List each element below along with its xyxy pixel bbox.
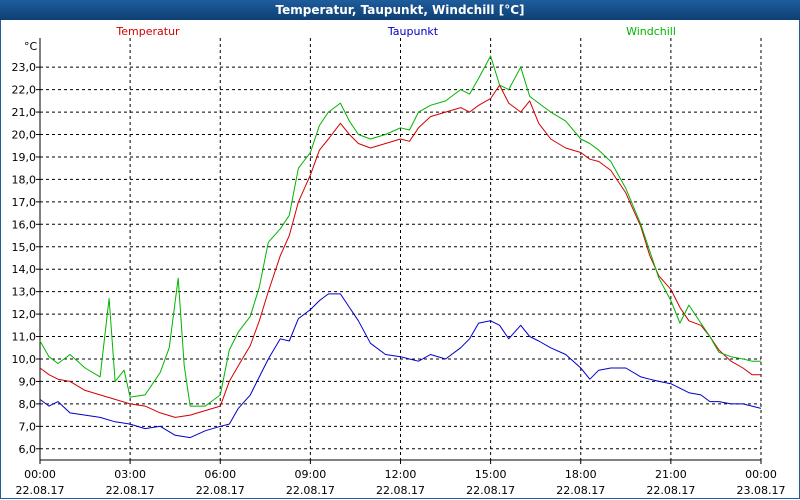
- y-tick-label: 20,0: [12, 129, 37, 142]
- x-tick-date-label: 22.08.17: [466, 484, 515, 497]
- y-tick-label: 17,0: [12, 196, 37, 209]
- y-tick-label: 15,0: [12, 241, 37, 254]
- legend-windchill: Windchill: [626, 25, 676, 38]
- series-line-taupunkt: [39, 293, 762, 439]
- x-tick-time-label: 06:00: [204, 468, 236, 481]
- x-tick-date-label: 22.08.17: [286, 484, 335, 497]
- x-tick-date-label: 22.08.17: [106, 484, 155, 497]
- y-tick-label: 23,0: [12, 61, 37, 74]
- y-tick-label: 6,0: [19, 443, 37, 456]
- y-tick-label: 10,0: [12, 353, 37, 366]
- x-tick-time-label: 00:00: [745, 468, 777, 481]
- x-tick-date-label: 22.08.17: [16, 484, 65, 497]
- x-tick-date-label: 22.08.17: [196, 484, 245, 497]
- x-tick-time-label: 12:00: [385, 468, 417, 481]
- y-axis-label: °C: [24, 40, 38, 53]
- x-tick-date-label: 22.08.17: [646, 484, 695, 497]
- x-tick-time-label: 09:00: [295, 468, 327, 481]
- x-tick-time-label: 00:00: [24, 468, 56, 481]
- y-tick-label: 19,0: [12, 151, 37, 164]
- y-tick-label: 9,0: [19, 375, 37, 388]
- y-tick-label: 16,0: [12, 218, 37, 231]
- series-line-windchill: [39, 55, 761, 407]
- x-tick-time-label: 18:00: [565, 468, 597, 481]
- legend-taupunkt: Taupunkt: [387, 25, 439, 38]
- x-tick-time-label: 03:00: [114, 468, 146, 481]
- y-tick-label: 12,0: [12, 308, 37, 321]
- x-tick-time-label: 21:00: [655, 468, 687, 481]
- y-tick-label: 22,0: [12, 84, 37, 97]
- x-tick-date-label: 23.08.17: [737, 484, 786, 497]
- x-tick-date-label: 22.08.17: [376, 484, 425, 497]
- chart-title: Temperatur, Taupunkt, Windchill [°C]: [0, 0, 800, 20]
- y-tick-label: 11,0: [12, 331, 37, 344]
- legend-temperatur: Temperatur: [115, 25, 180, 38]
- y-tick-label: 7,0: [19, 420, 37, 433]
- y-tick-label: 21,0: [12, 106, 37, 119]
- y-tick-label: 8,0: [19, 398, 37, 411]
- y-tick-label: 14,0: [12, 263, 37, 276]
- y-tick-label: 13,0: [12, 286, 37, 299]
- x-tick-time-label: 15:00: [475, 468, 507, 481]
- y-tick-label: 18,0: [12, 173, 37, 186]
- x-tick-date-label: 22.08.17: [556, 484, 605, 497]
